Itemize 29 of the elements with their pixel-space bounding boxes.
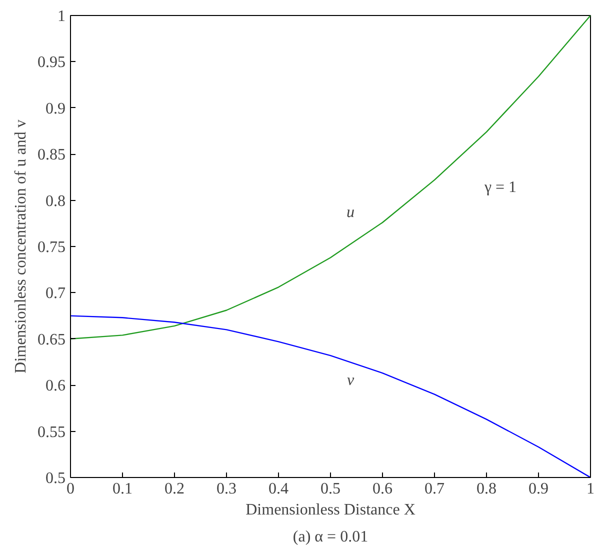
y-tick-label: 0.85 [38, 146, 66, 164]
y-tick-label: 0.65 [38, 331, 66, 348]
series-label: u [346, 204, 354, 222]
annotation: γ = 1 [483, 179, 517, 196]
x-tick-label: 0.5 [320, 480, 340, 498]
x-tick-label: 0.8 [476, 480, 496, 498]
y-tick-label: 0.6 [46, 378, 66, 395]
y-tick-label: 1 [58, 8, 66, 25]
x-tick-label: 0.1 [112, 480, 132, 498]
x-tick-label: 0.3 [216, 480, 236, 498]
x-axis-title: Dimensionless Distance X [246, 502, 416, 518]
x-tick-label: 0.9 [528, 480, 548, 498]
y-axis-title: Dimensionless concentration of u and v [12, 120, 30, 374]
x-tick-label: 0 [66, 480, 74, 498]
y-tick-label: 0.5 [46, 470, 66, 487]
x-tick-label: 1 [586, 480, 594, 498]
text: (a) α = 0.01 [292, 528, 368, 546]
line-series [70, 16, 590, 340]
x-tick-label: 0.2 [164, 480, 184, 498]
y-tick-label: 0.75 [38, 239, 66, 256]
x-tick-label: 0.4 [268, 480, 288, 498]
y-tick-label: 0.55 [38, 424, 66, 441]
y-tick-label: 0.95 [38, 54, 66, 72]
y-tick-label: 0.8 [46, 192, 66, 210]
x-tick-label: 0.6 [372, 480, 392, 498]
y-tick-label: 0.7 [46, 285, 66, 302]
x-tick-label: 0.7 [424, 480, 444, 498]
series-label: v [346, 372, 355, 390]
y-tick-label: 0.9 [46, 100, 66, 118]
